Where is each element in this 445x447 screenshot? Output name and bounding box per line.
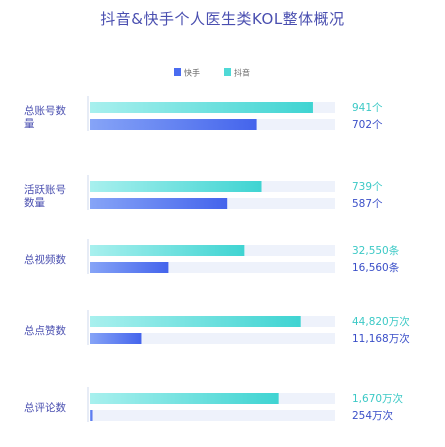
value-label-douyin-1: 739个: [352, 181, 383, 193]
value-label-kuaishou-2: 16,560条: [352, 261, 400, 274]
category-label-3: 总点赞数: [24, 324, 66, 337]
value-label-douyin-3: 44,820万次: [352, 315, 410, 328]
category-label-0: 总账号数量: [24, 104, 66, 130]
bar-track-kuaishou-4: [90, 410, 335, 421]
category-label-2: 总视频数: [24, 253, 66, 266]
bar-douyin-3: [90, 316, 301, 327]
value-label-kuaishou-0: 702个: [352, 119, 383, 131]
bar-douyin-0: [90, 102, 313, 113]
value-label-douyin-4: 1,670万次: [352, 392, 404, 405]
value-label-kuaishou-4: 254万次: [352, 409, 394, 422]
legend-swatch-0: [174, 68, 181, 76]
bar-douyin-1: [90, 181, 262, 192]
chart-title: 抖音&快手个人医生类KOL整体概况: [100, 10, 345, 28]
value-label-kuaishou-1: 587个: [352, 198, 383, 210]
value-label-kuaishou-3: 11,168万次: [352, 332, 410, 345]
category-label-1: 活跃账号数量: [24, 184, 66, 209]
value-label-douyin-0: 941个: [352, 102, 383, 114]
bar-kuaishou-3: [90, 333, 142, 344]
bar-kuaishou-1: [90, 198, 228, 209]
bar-kuaishou-0: [90, 119, 257, 130]
bar-douyin-2: [90, 245, 245, 256]
bar-track-kuaishou-3: [90, 333, 335, 344]
legend-swatch-1: [224, 68, 231, 76]
bar-track-kuaishou-2: [90, 262, 335, 273]
bar-kuaishou-4: [90, 410, 93, 421]
legend-label-0: 快手: [184, 68, 200, 78]
bar-kuaishou-2: [90, 262, 169, 273]
legend-label-1: 抖音: [234, 68, 250, 78]
value-label-douyin-2: 32,550条: [352, 244, 400, 257]
bar-douyin-4: [90, 393, 279, 404]
category-label-4: 总评论数: [24, 401, 66, 414]
